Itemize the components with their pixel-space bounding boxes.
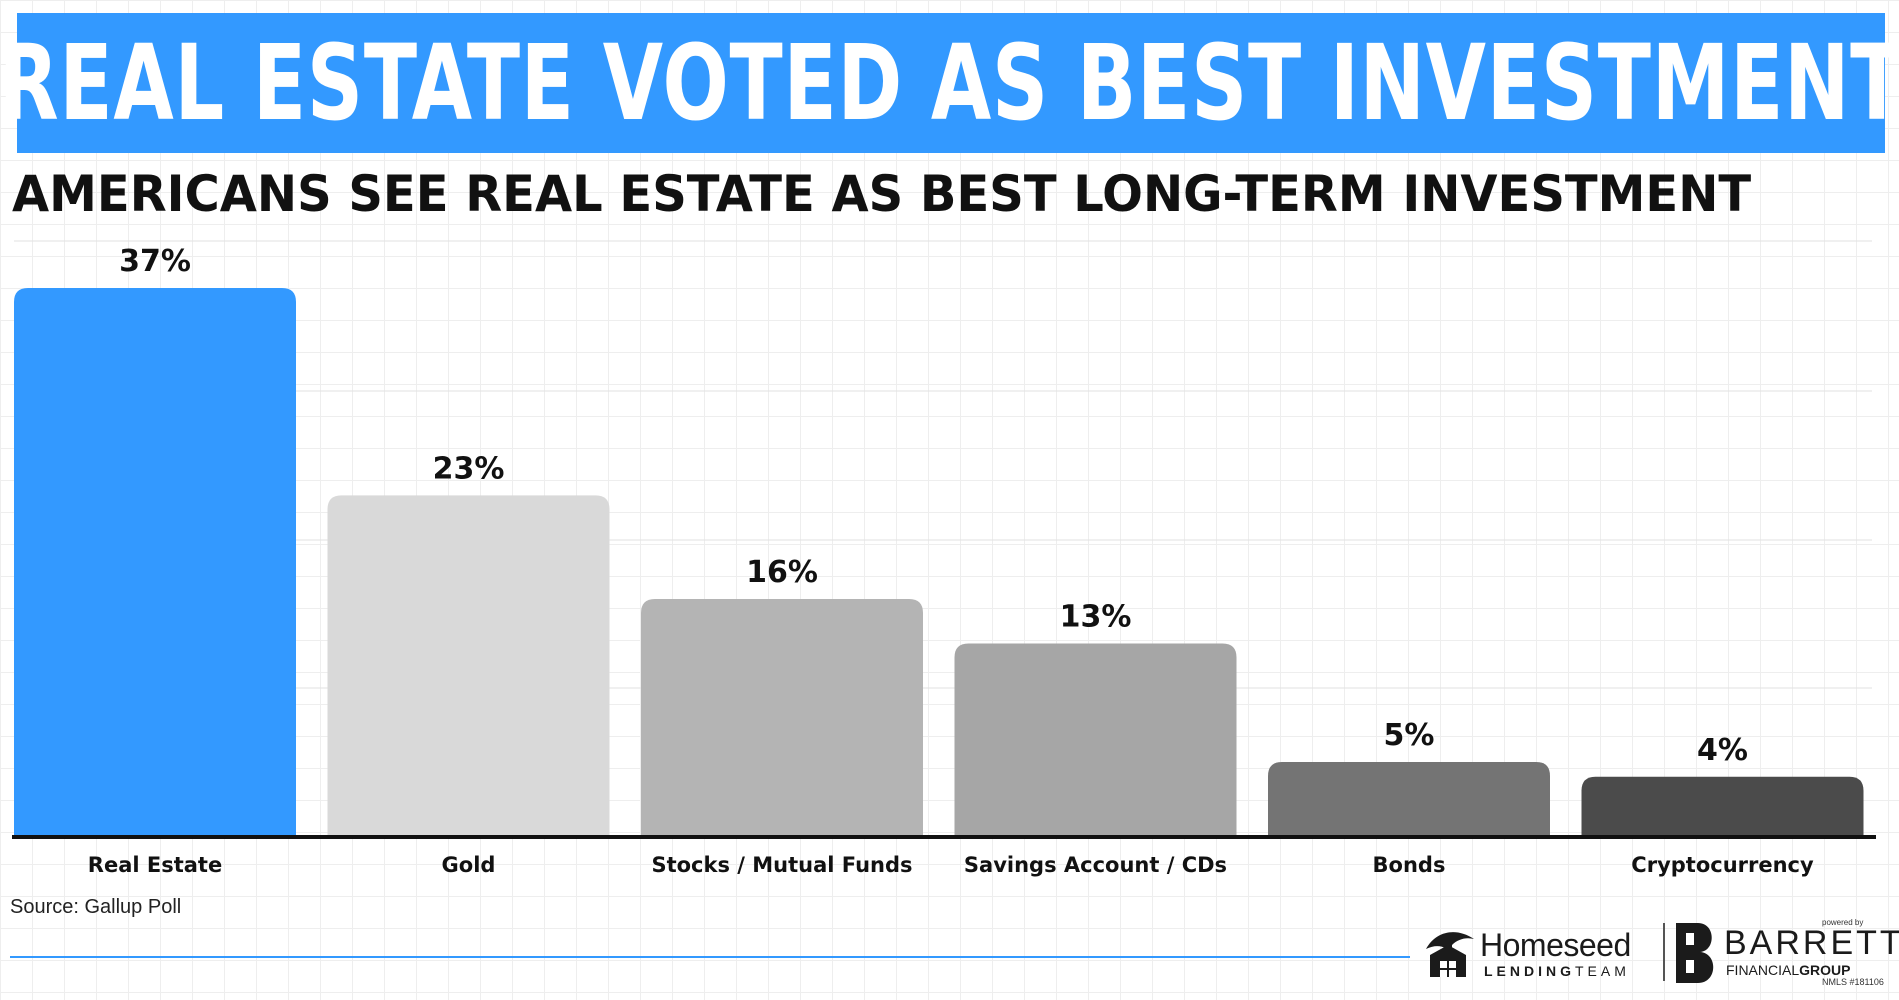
data-label: 5% — [1384, 718, 1435, 753]
footer-accent-line — [10, 956, 1410, 958]
nmls-number: NMLS #181106 — [1822, 977, 1884, 987]
barrett-group-financial: FINANCIAL — [1726, 962, 1800, 978]
logo-divider — [1663, 923, 1665, 981]
title-banner: REAL ESTATE VOTED AS BEST INVESTMENT — [0, 13, 1899, 153]
bar-bonds — [1268, 761, 1550, 836]
category-label: Savings Account / CDs — [964, 853, 1227, 877]
chart-title: REAL ESTATE VOTED AS BEST INVESTMENT — [0, 22, 1899, 144]
homeseed-team-lending: LENDING — [1484, 963, 1575, 979]
homeseed-name: Homeseed — [1480, 927, 1631, 963]
category-label: Gold — [442, 853, 496, 877]
homeseed-team-team: TEAM — [1575, 963, 1630, 979]
data-label: 37% — [119, 244, 191, 279]
bar-savings-account-cds — [954, 643, 1237, 836]
barrett-group: FINANCIALGROUP — [1726, 962, 1850, 978]
homeseed-team: LENDINGTEAM — [1484, 963, 1630, 979]
bar-real-estate — [14, 288, 296, 836]
barrett-powered-by: powered by — [1822, 918, 1864, 927]
category-label: Stocks / Mutual Funds — [651, 853, 912, 877]
bar-gold — [327, 495, 610, 836]
data-label: 13% — [1060, 599, 1132, 634]
data-label: 23% — [433, 451, 505, 486]
homeseed-logo: Homeseed LENDINGTEAM — [1422, 925, 1662, 981]
barrett-logo: powered by BARRETT FINANCIALGROUP NMLS #… — [1672, 918, 1899, 987]
data-label: 16% — [746, 555, 818, 590]
bar-chart: 37% Real Estate 23% Gold 16% Stocks / Mutual … — [12, 240, 1876, 877]
barrett-b-icon — [1676, 923, 1714, 983]
source-note: Source: Gallup Poll — [10, 896, 182, 918]
barrett-group-group: GROUP — [1799, 962, 1851, 978]
bar-cryptocurrency — [1581, 776, 1864, 836]
barrett-name: BARRETT — [1724, 924, 1899, 962]
data-label: 4% — [1697, 733, 1748, 768]
category-label: Bonds — [1373, 853, 1446, 877]
category-label: Cryptocurrency — [1631, 853, 1814, 877]
bar-stocks-mutual-funds — [641, 599, 923, 836]
chart-subtitle: AMERICANS SEE REAL ESTATE AS BEST LONG-T… — [12, 165, 1752, 223]
category-label: Real Estate — [88, 853, 222, 877]
homeseed-house-icon — [1426, 932, 1474, 977]
